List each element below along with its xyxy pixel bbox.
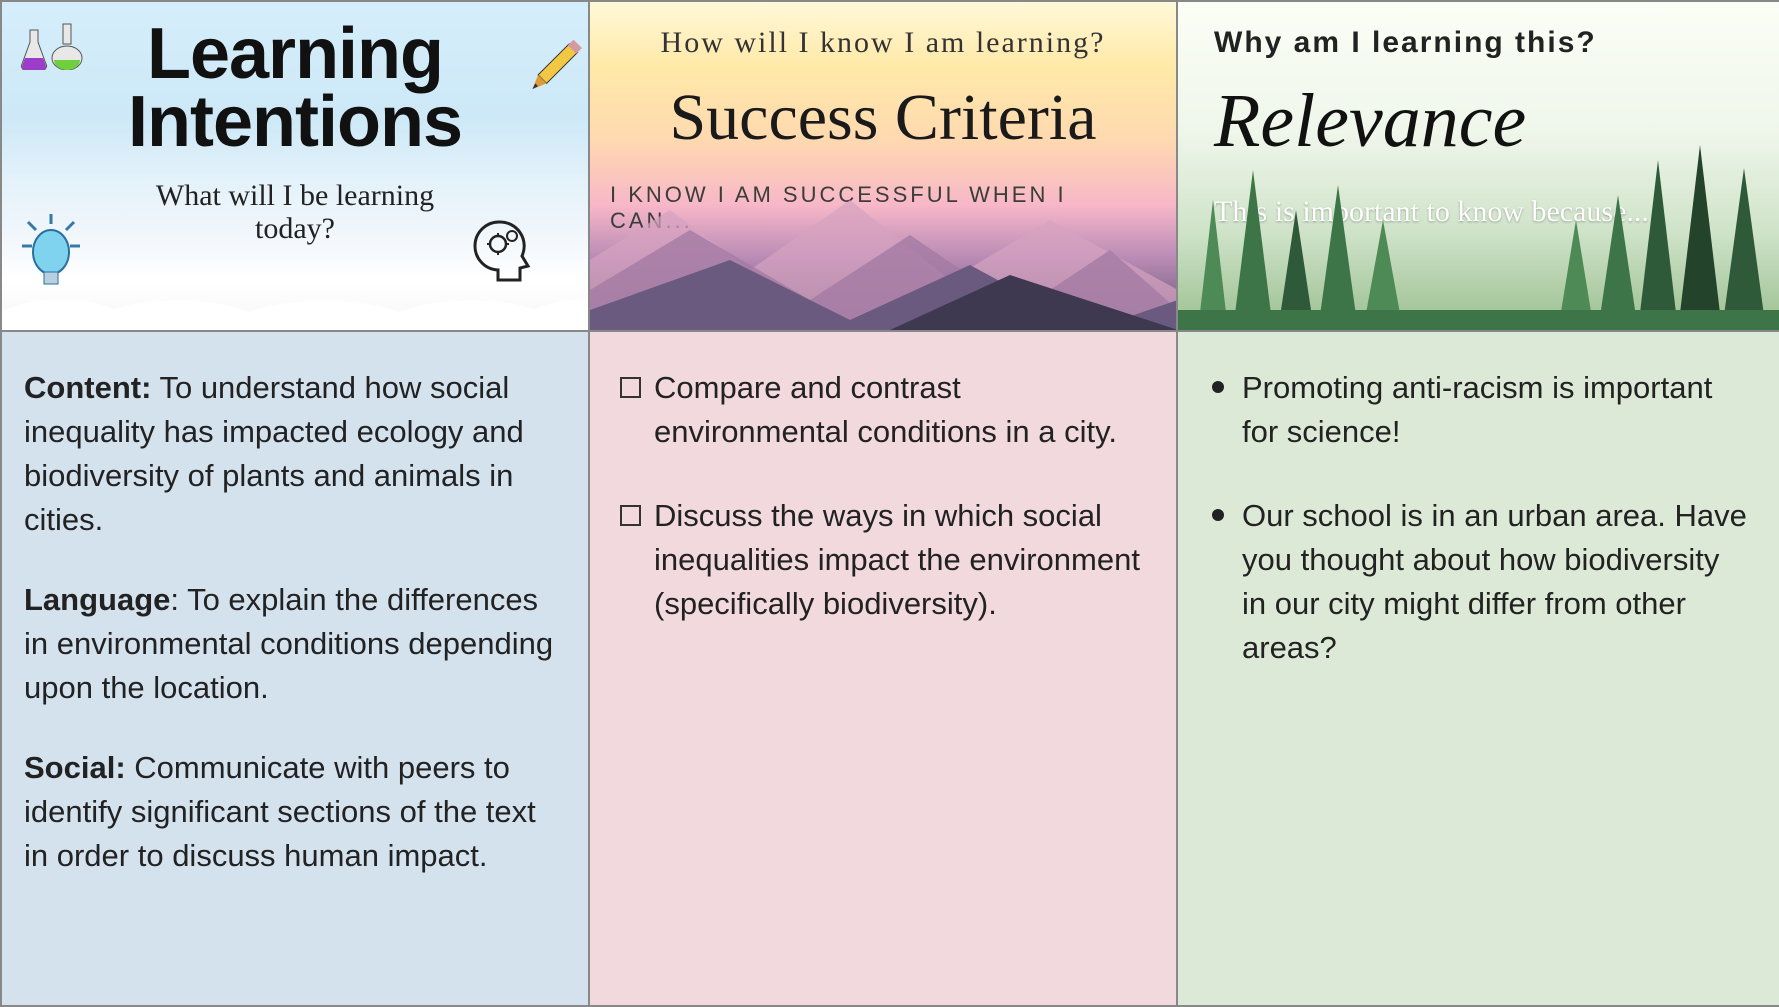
li-item-social: Social: Communicate with peers to identi…: [24, 746, 566, 878]
subtitle-line1: What will I be learning: [156, 179, 434, 212]
pencil-icon: [520, 34, 587, 101]
success-criteria-header: How will I know I am learning? Success C…: [589, 1, 1177, 331]
relevance-bullet: Our school is in an urban area. Have you…: [1242, 494, 1747, 670]
success-title: Success Criteria: [669, 80, 1096, 156]
rel-item-text: Promoting anti-racism is important for s…: [1242, 370, 1712, 449]
title-line2: Intentions: [128, 82, 462, 162]
relevance-body: Promoting anti-racism is important for s…: [1177, 331, 1779, 1006]
success-subtitle: I KNOW I AM SUCCESSFUL WHEN I CAN...: [610, 182, 1156, 234]
rel-item-text: Our school is in an urban area. Have you…: [1242, 498, 1747, 665]
sc-item-text: Compare and contrast environmental condi…: [654, 370, 1117, 449]
learning-intentions-subtitle: What will I be learning today?: [86, 179, 504, 245]
li-label: Content:: [24, 370, 151, 405]
flask-purple-icon: [20, 28, 48, 70]
relevance-question: Why am I learning this?: [1214, 26, 1597, 60]
learning-intentions-body: Content: To understand how social inequa…: [1, 331, 589, 1006]
success-question: How will I know I am learning?: [661, 26, 1106, 60]
sc-checkbox-item: Compare and contrast environmental condi…: [618, 366, 1148, 454]
subtitle-line2: today?: [255, 212, 335, 245]
li-label: Language: [24, 582, 170, 617]
three-column-lesson-slide: Learning Intentions What will I be learn…: [0, 0, 1779, 1007]
relevance-header: Why am I learning this? Relevance This i…: [1177, 1, 1779, 331]
li-item-content: Content: To understand how social inequa…: [24, 366, 566, 542]
relevance-bullet-list: Promoting anti-racism is important for s…: [1202, 366, 1747, 670]
relevance-bullet: Promoting anti-racism is important for s…: [1242, 366, 1747, 454]
relevance-title: Relevance: [1214, 78, 1526, 165]
relevance-subtitle: This is important to know because...: [1214, 195, 1649, 229]
success-criteria-body: Compare and contrast environmental condi…: [589, 331, 1177, 1006]
clouds-decoration: [2, 260, 588, 330]
learning-intentions-header: Learning Intentions What will I be learn…: [1, 1, 589, 331]
forest-decoration: [1178, 140, 1779, 330]
li-item-language: Language: To explain the differences in …: [24, 578, 566, 710]
learning-intentions-title: Learning Intentions: [68, 20, 522, 157]
li-label: Social:: [24, 750, 126, 785]
sc-checkbox-item: Discuss the ways in which social inequal…: [618, 494, 1148, 626]
sc-item-text: Discuss the ways in which social inequal…: [654, 498, 1140, 621]
